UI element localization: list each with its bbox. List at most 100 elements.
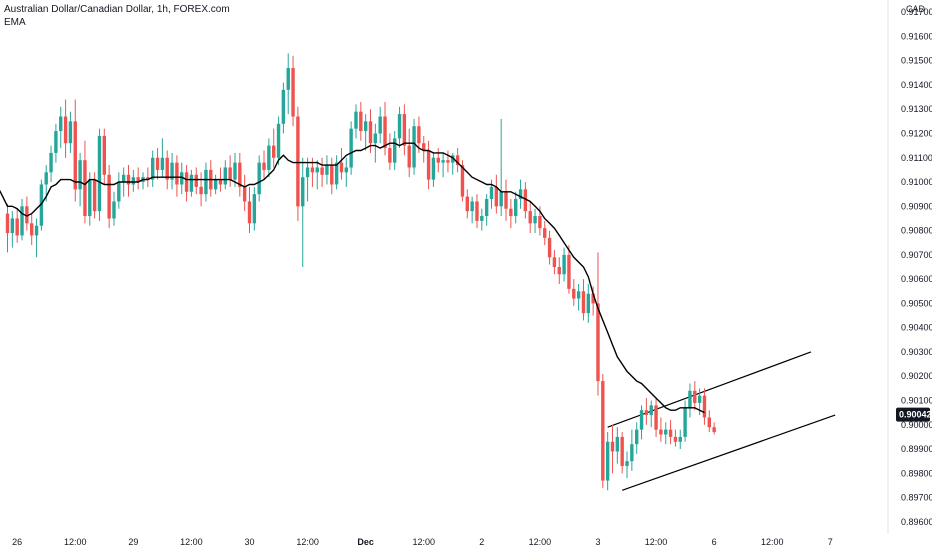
candle-body [136,177,140,183]
candle-body [635,429,639,445]
candle-body [199,186,203,195]
price-tick-label: 0.91400 [901,80,932,90]
candle-body [97,135,102,212]
candle-body [131,177,136,185]
candle-body [54,131,58,153]
price-tick-label: 0.90800 [901,226,932,236]
candle-body [213,179,218,190]
candle-body [286,67,290,90]
candle-body [572,288,576,299]
candle-body [126,174,131,185]
candle-body [484,199,489,217]
price-tick-label: 0.90900 [901,201,932,211]
last-price-tag: 0.90042 [896,407,932,422]
price-tick-label: 0.90400 [901,323,932,333]
candle-body [659,429,663,435]
candle-body [184,172,189,192]
candle-body [15,218,19,236]
candle-body [596,303,600,382]
candle-body [354,111,358,129]
time-tick-label: 30 [244,537,254,547]
price-tick-label: 0.91600 [901,31,932,41]
candle-body [189,174,194,192]
currency-label: CAD [906,4,926,14]
ema-line-group [0,142,705,414]
candle-body [610,441,615,452]
candle-body [59,116,63,132]
candle-body [702,395,707,418]
candle-body [339,162,344,173]
time-tick-label: 26 [12,537,22,547]
candle-body [605,441,610,481]
candle-body [451,155,455,163]
time-tick-label: 29 [128,537,138,547]
candle-body [49,152,53,173]
price-tick-label: 0.91000 [901,177,932,187]
candle-body [441,160,445,163]
time-tick-label: 7 [828,537,833,547]
ema-line [0,142,705,414]
last-price-box [896,407,930,422]
price-tick-label: 0.89700 [901,493,932,503]
candle-body [446,160,450,163]
candle-body [146,177,150,180]
candle-body [102,135,106,175]
candle-body [455,155,460,166]
last-price-value: 0.90042 [899,410,932,420]
candle-body [247,201,252,224]
time-tick-label: 12:00 [412,537,435,547]
candle-body [475,201,479,221]
candle-body [73,121,77,190]
candle-body [523,189,528,212]
candle-body [576,291,581,299]
candle-body [165,157,169,180]
candle-body [373,133,378,144]
candle-body [301,177,305,207]
candle-body [180,172,184,185]
candle-body [223,167,227,185]
candle-body [291,67,295,117]
candle-body [693,390,697,403]
candle-body [707,417,711,428]
candle-body [509,208,513,217]
candle-body [426,150,431,180]
candle-body [514,199,518,217]
candle-body [34,225,39,236]
candle-body [615,436,620,452]
price-tick-label: 0.89600 [901,517,932,527]
candle-body [649,405,653,416]
candle-body [489,186,494,200]
candle-body [112,201,116,219]
candle-body [581,291,586,314]
candle-body [697,395,702,403]
candle-body [267,145,271,170]
time-tick-label: 12:00 [64,537,87,547]
candle-body [417,126,421,144]
candle-body [262,162,266,170]
candle-body [63,116,68,144]
candle-body [654,405,658,430]
channel-line-lower [621,414,836,491]
price-tick-label: 0.90300 [901,347,932,357]
candle-body [83,160,87,217]
candle-body [296,116,300,207]
candle-body [218,179,223,185]
candle-body [204,169,208,195]
candle-body [552,257,557,267]
time-tick-label: 12:00 [645,537,668,547]
price-tick-label: 0.90700 [901,250,932,260]
price-tick-label: 0.91100 [901,153,932,163]
candle-body [678,436,682,442]
candle-body [393,138,397,163]
candle-body [272,145,276,158]
candle-body [601,381,605,481]
candle-body [378,116,382,134]
candle-body [412,126,416,168]
candle-body [460,165,465,197]
price-tick-label: 0.91500 [901,56,932,66]
price-axis: 0.89600 0.89700 0.89800 0.89900 0.90000 0.901… [901,7,932,527]
price-tick-label: 0.91300 [901,104,932,114]
candle-body [170,162,174,180]
candle-body [359,111,363,132]
